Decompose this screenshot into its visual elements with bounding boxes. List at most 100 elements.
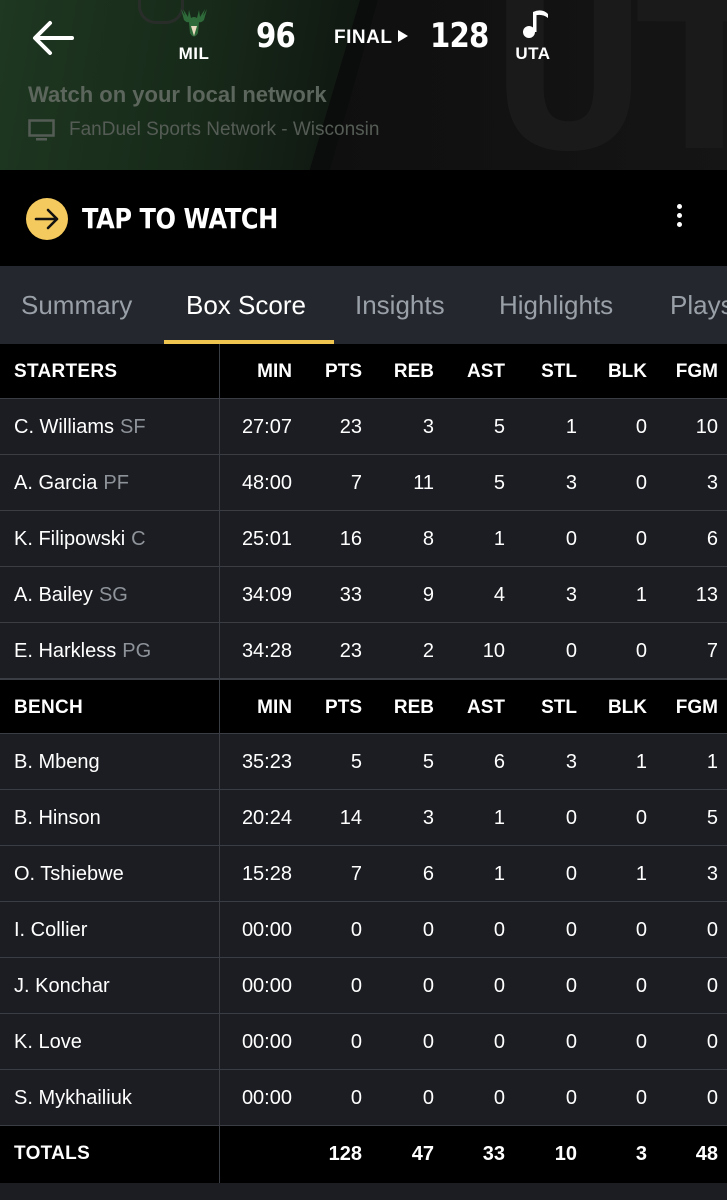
player-row[interactable]: B. Hinson 20:24 14 3 1 0 0 5 <box>0 790 727 846</box>
player-name-cell[interactable]: A. Garcia PF <box>14 455 129 511</box>
player-name-cell[interactable]: B. Hinson <box>14 790 101 846</box>
stat-blk: 0 <box>635 640 647 662</box>
player-name-cell[interactable]: K. Filipowski C <box>14 511 146 567</box>
stat-pts: 5 <box>350 751 362 773</box>
stat-reb: 5 <box>422 751 434 773</box>
player-name-cell[interactable]: S. Mykhailiuk <box>14 1070 132 1126</box>
player-name-cell[interactable]: J. Konchar <box>14 958 110 1014</box>
player-name-cell[interactable]: I. Collier <box>14 902 87 958</box>
tab-plays[interactable]: Plays <box>670 290 727 320</box>
column-header-reb[interactable]: REB <box>393 697 434 718</box>
tab-highlights[interactable]: Highlights <box>499 290 614 320</box>
column-header-min[interactable]: MIN <box>257 697 292 718</box>
column-header-min[interactable]: MIN <box>257 361 292 382</box>
column-header-ast[interactable]: AST <box>467 361 505 382</box>
player-name[interactable]: A. Bailey <box>14 584 93 606</box>
player-name[interactable]: A. Garcia <box>14 472 98 494</box>
player-row[interactable]: K. Filipowski C 25:01 16 8 1 0 0 6 <box>0 511 727 567</box>
stat-pts: 7 <box>350 472 362 494</box>
player-name[interactable]: E. Harkless <box>14 640 117 662</box>
home-team[interactable]: UTA <box>503 6 563 64</box>
header-background-left <box>0 0 360 170</box>
player-name[interactable]: K. Filipowski <box>14 528 126 550</box>
column-header-stl[interactable]: STL <box>541 697 577 718</box>
column-header-fgm[interactable]: FGM <box>675 697 718 718</box>
tab-insights[interactable]: Insights <box>355 290 445 320</box>
player-row[interactable]: K. Love 00:00 0 0 0 0 0 0 <box>0 1014 727 1070</box>
player-row[interactable]: S. Mykhailiuk 00:00 0 0 0 0 0 0 <box>0 1070 727 1126</box>
player-name-cell[interactable]: C. Williams SF <box>14 399 146 455</box>
column-divider <box>219 1070 220 1125</box>
player-row[interactable]: J. Konchar 00:00 0 0 0 0 0 0 <box>0 958 727 1014</box>
column-header-pts[interactable]: PTS <box>325 361 362 382</box>
tab-box-score[interactable]: Box Score <box>186 290 306 320</box>
tab-summary[interactable]: Summary <box>21 290 133 320</box>
player-row[interactable]: C. Williams SF 27:07 23 3 5 1 0 10 <box>0 399 727 455</box>
player-row[interactable]: E. Harkless PG 34:28 23 2 10 0 0 7 <box>0 623 727 679</box>
column-header-reb[interactable]: REB <box>393 361 434 382</box>
player-name[interactable]: K. Love <box>14 1031 82 1053</box>
column-divider <box>219 958 220 1013</box>
home-score: 128 <box>430 16 489 56</box>
more-options-icon[interactable] <box>670 204 688 232</box>
stat-blk: 0 <box>635 919 647 941</box>
column-divider <box>219 680 220 733</box>
player-name[interactable]: B. Mbeng <box>14 751 100 773</box>
column-header-ast[interactable]: AST <box>467 697 505 718</box>
stat-blk: 1 <box>635 863 647 885</box>
column-header-pts[interactable]: PTS <box>325 697 362 718</box>
column-divider <box>219 623 220 678</box>
player-name-cell[interactable]: A. Bailey SG <box>14 567 128 623</box>
tap-to-watch-label[interactable]: TAP TO WATCH <box>82 202 278 235</box>
watch-arrow-button[interactable] <box>26 198 68 240</box>
box-score-table: STARTERS MIN PTS REB AST STL BLK FGM C. Williams… <box>0 344 727 1183</box>
player-row[interactable]: A. Garcia PF 48:00 7 11 5 3 0 3 <box>0 455 727 511</box>
column-header-blk[interactable]: BLK <box>607 361 647 382</box>
game-status[interactable]: FINAL <box>334 27 409 49</box>
player-row[interactable]: A. Bailey SG 34:09 33 9 4 3 1 13 <box>0 567 727 623</box>
player-name-cell[interactable]: K. Love <box>14 1014 82 1070</box>
stat-blk: 0 <box>635 528 647 550</box>
player-row[interactable]: B. Mbeng 35:23 5 5 6 3 1 1 <box>0 734 727 790</box>
player-row[interactable]: O. Tshiebwe 15:28 7 6 1 0 1 3 <box>0 846 727 902</box>
stat-pts: 0 <box>350 1031 362 1053</box>
column-header-blk[interactable]: BLK <box>607 697 647 718</box>
back-arrow-icon[interactable] <box>30 18 76 58</box>
player-name[interactable]: O. Tshiebwe <box>14 863 124 885</box>
column-header-fgm[interactable]: FGM <box>675 361 718 382</box>
stat-blk: 0 <box>635 1031 647 1053</box>
watch-bar[interactable]: TAP TO WATCH <box>0 170 727 266</box>
player-name[interactable]: S. Mykhailiuk <box>14 1087 132 1109</box>
player-position: C <box>131 528 146 550</box>
stat-min: 48:00 <box>241 472 292 494</box>
stat-blk: 0 <box>635 472 647 494</box>
stat-stl: 0 <box>565 640 577 662</box>
stat-ast: 5 <box>493 472 505 494</box>
stat-pts: 14 <box>339 807 362 829</box>
totals-label: TOTALS <box>14 1143 91 1164</box>
stat-min: 25:01 <box>241 528 292 550</box>
column-header-stl[interactable]: STL <box>541 361 577 382</box>
player-position: PF <box>103 472 129 494</box>
stat-ast: 0 <box>493 1087 505 1109</box>
player-name-cell[interactable]: B. Mbeng <box>14 734 100 790</box>
game-status-label: FINAL <box>334 27 393 48</box>
player-name[interactable]: C. Williams <box>14 416 114 438</box>
stat-ast: 1 <box>493 807 505 829</box>
stat-fgm: 6 <box>706 528 718 550</box>
player-name-cell[interactable]: O. Tshiebwe <box>14 846 124 902</box>
stat-min: 00:00 <box>241 1031 292 1053</box>
stat-pts: 23 <box>339 416 362 438</box>
player-name-cell[interactable]: E. Harkless PG <box>14 623 151 679</box>
stat-fgm: 5 <box>706 807 718 829</box>
player-name[interactable]: J. Konchar <box>14 975 110 997</box>
player-name[interactable]: B. Hinson <box>14 807 101 829</box>
stat-ast: 0 <box>493 1031 505 1053</box>
stat-fgm: 1 <box>706 751 718 773</box>
player-name[interactable]: I. Collier <box>14 919 88 941</box>
away-team[interactable]: MIL <box>164 6 224 64</box>
network-row: FanDuel Sports Network - Wisconsin <box>28 119 379 141</box>
player-row[interactable]: I. Collier 00:00 0 0 0 0 0 0 <box>0 902 727 958</box>
stat-ast: 6 <box>493 751 505 773</box>
stat-fgm: 3 <box>706 863 718 885</box>
